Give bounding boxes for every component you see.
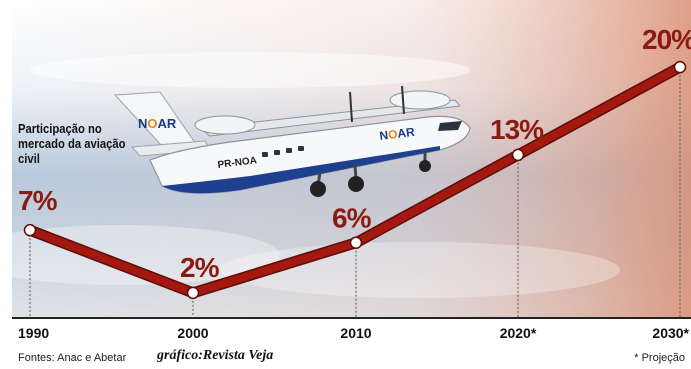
data-labels: 7% 2% 6% 13% 20% bbox=[18, 24, 691, 283]
data-label-4: 20% bbox=[642, 24, 691, 55]
x-tick-label-0: 1990 bbox=[18, 325, 49, 341]
data-point-2 bbox=[349, 236, 363, 249]
airplane-image: NOAR PR-NOA NOAR bbox=[113, 85, 471, 197]
x-tick-label-2: 2010 bbox=[340, 325, 371, 341]
svg-text:PR-NOA: PR-NOA bbox=[217, 155, 257, 171]
x-tick-label-3: 2020* bbox=[500, 325, 537, 341]
y-axis-label: Participação no mercado da aviação civil bbox=[18, 122, 126, 166]
x-axis-ticks: 1990 2000 2010 2020* 2030* bbox=[18, 325, 690, 341]
x-tick-label-1: 2000 bbox=[177, 325, 208, 341]
svg-text:NOAR: NOAR bbox=[379, 125, 416, 143]
data-point-1 bbox=[186, 286, 200, 300]
chart-credit: gráfico:Revista Veja bbox=[157, 348, 274, 363]
data-point-3 bbox=[511, 148, 525, 162]
sources-note: Fontes: Anac e Abetar bbox=[18, 352, 127, 364]
projection-note: * Projeção bbox=[634, 352, 685, 364]
data-label-1: 2% bbox=[180, 252, 220, 283]
drop-lines bbox=[29, 67, 681, 318]
data-label-2: 6% bbox=[332, 203, 372, 234]
x-tick-label-4: 2030* bbox=[652, 325, 689, 341]
data-points bbox=[23, 60, 687, 300]
data-label-3: 13% bbox=[490, 114, 544, 145]
data-point-0 bbox=[23, 223, 37, 237]
data-point-4 bbox=[673, 60, 687, 74]
svg-text:NOAR: NOAR bbox=[138, 116, 177, 131]
data-label-0: 7% bbox=[18, 185, 58, 216]
